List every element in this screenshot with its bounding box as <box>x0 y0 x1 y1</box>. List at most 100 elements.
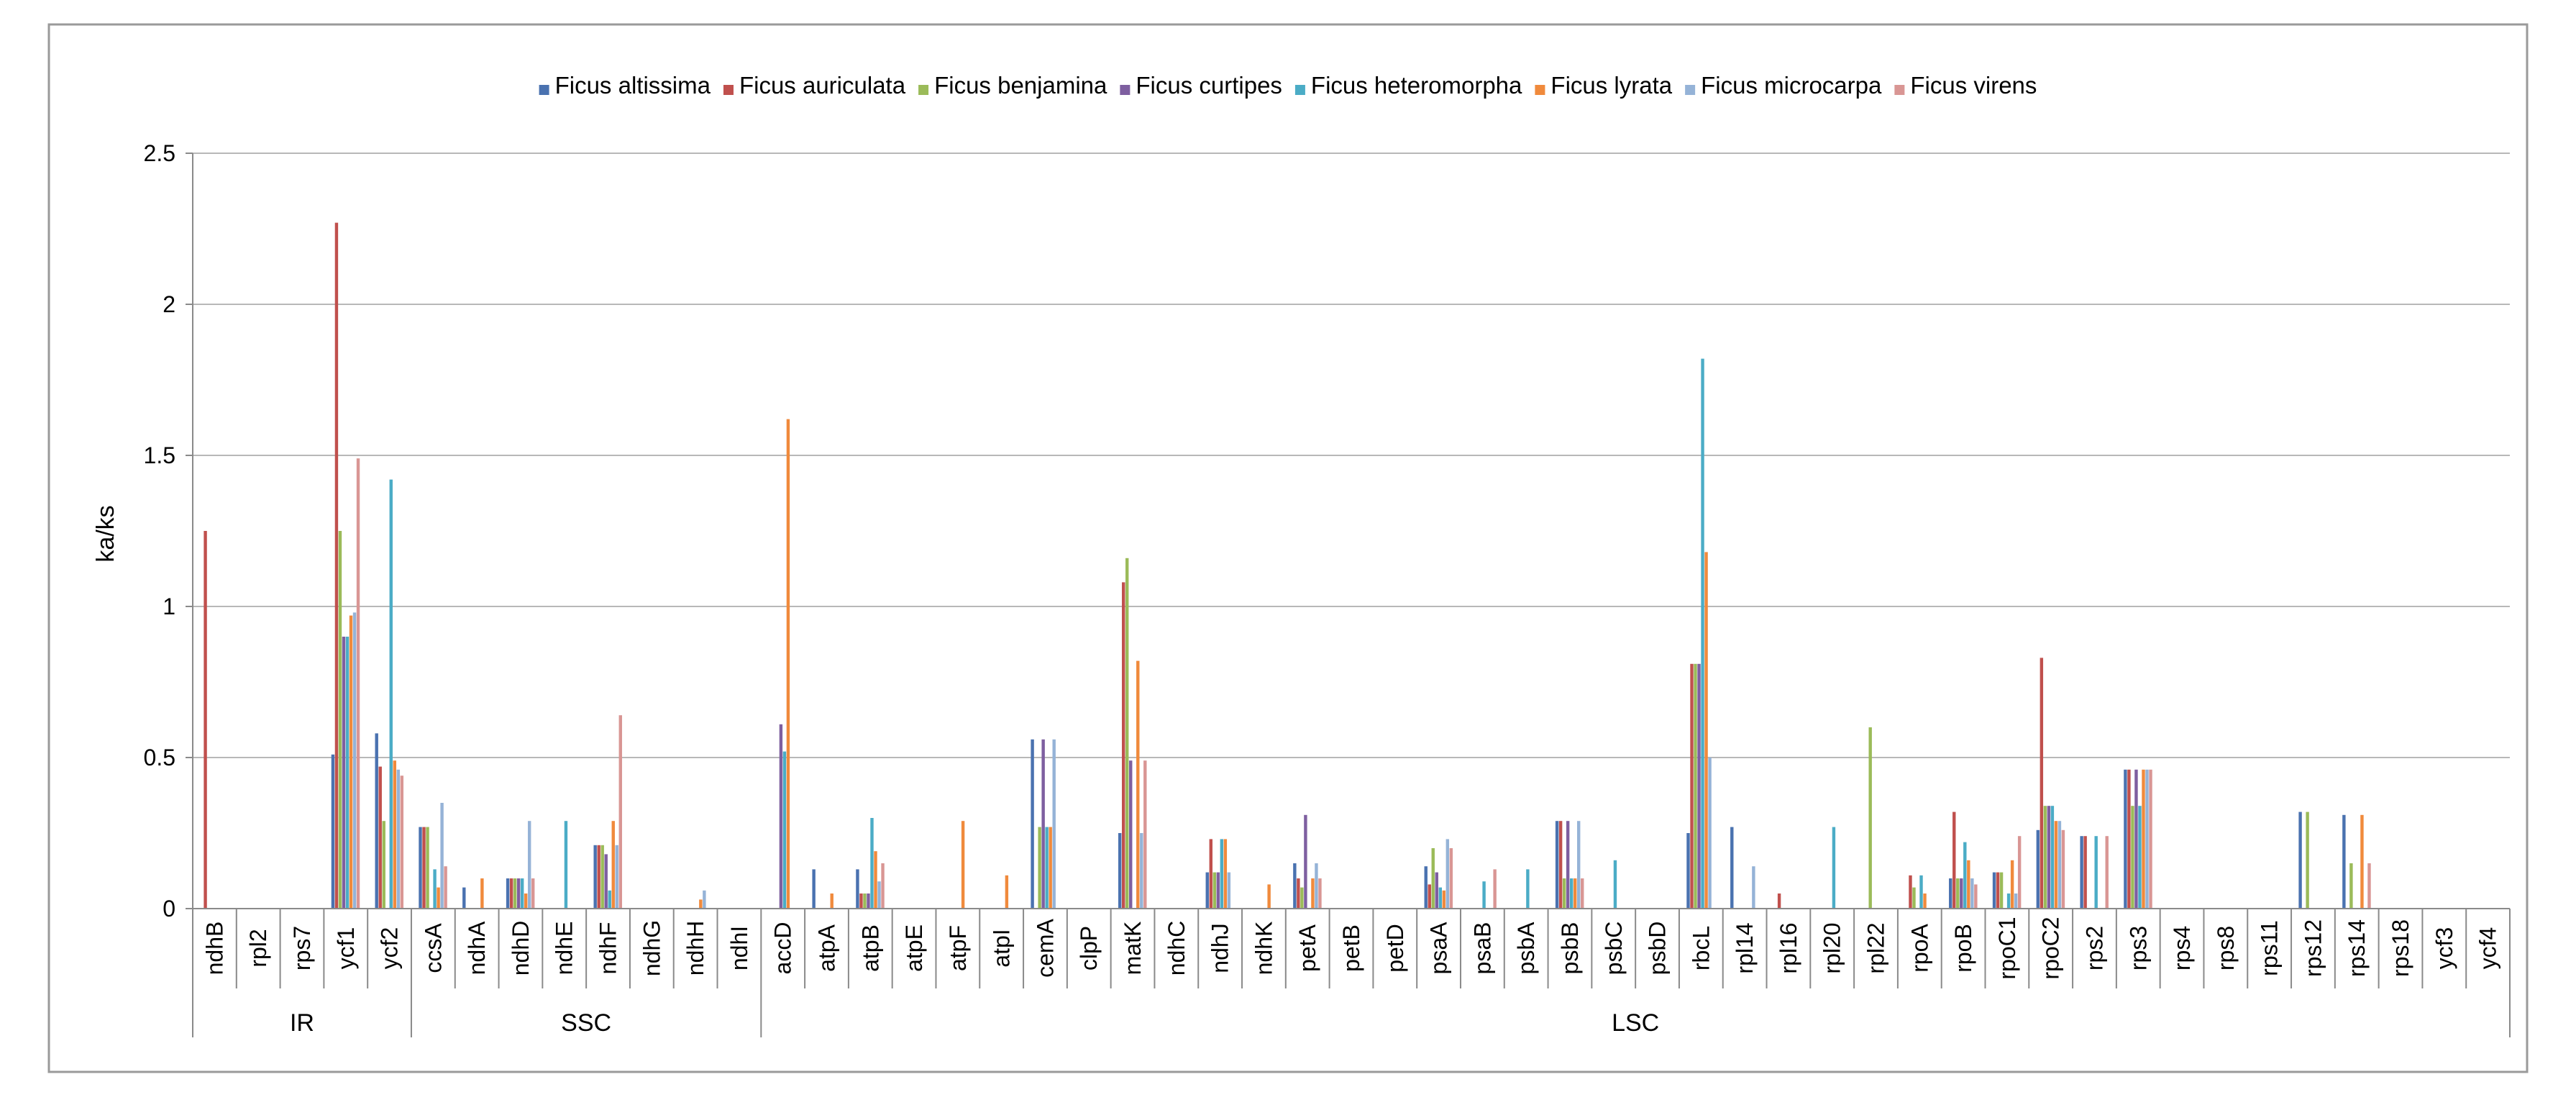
x-category-label: ycf4 <box>2475 927 2501 970</box>
x-category-label: ccsA <box>420 923 446 973</box>
x-category-label: clpP <box>1076 926 1102 970</box>
bar <box>699 899 703 909</box>
bar <box>1304 814 1307 909</box>
x-axis-groups: IR SSC LSC <box>192 988 2511 1037</box>
bar <box>2050 806 2055 909</box>
x-category-label: rpl20 <box>1819 922 1845 973</box>
bar <box>856 869 859 909</box>
bar <box>1431 848 1435 909</box>
legend-item: Ficus curtipes <box>1120 72 1282 99</box>
bar <box>1558 821 1563 909</box>
bar <box>2367 863 2371 909</box>
x-category-label: atpE <box>901 924 927 972</box>
x-category-label: rps14 <box>2344 919 2370 977</box>
legend-swatch <box>1294 85 1305 95</box>
x-category-label: petD <box>1382 924 1408 973</box>
bar <box>1868 727 1872 909</box>
bar <box>2054 821 2058 909</box>
gridlines <box>193 153 2510 758</box>
bar <box>1424 866 1428 909</box>
bar <box>1223 839 1228 909</box>
bar <box>1919 875 1923 909</box>
bars <box>204 222 2371 909</box>
bar <box>1140 833 1143 909</box>
bar <box>2124 769 2127 909</box>
bar <box>1118 833 1122 909</box>
x-category-label: rpoB <box>1950 924 1976 973</box>
x-category-label: rps18 <box>2388 919 2413 977</box>
x-group-label: LSC <box>1612 1009 1659 1037</box>
bar <box>1566 821 1570 909</box>
bar <box>1970 878 1974 909</box>
legend-swatch <box>918 85 929 95</box>
bar <box>1912 887 1916 909</box>
bar <box>2131 806 2134 909</box>
bar <box>1999 872 2004 909</box>
bar <box>1686 833 1690 909</box>
bar <box>564 821 568 909</box>
bar <box>393 760 396 909</box>
bar <box>1121 582 1125 909</box>
x-category-label: petA <box>1294 924 1320 971</box>
bar <box>334 222 339 909</box>
bar <box>516 878 521 909</box>
bar <box>2061 829 2065 909</box>
bar <box>1704 552 1708 909</box>
series-ficus-microcarpa <box>352 612 2149 909</box>
bar <box>444 866 447 909</box>
bar <box>2094 836 2098 909</box>
bar <box>1569 878 1574 909</box>
bar <box>867 893 870 909</box>
legend-label: Ficus curtipes <box>1136 72 1282 99</box>
series-ficus-heteromorpha <box>345 358 2142 909</box>
bar <box>2342 814 2346 909</box>
y-tick-label: 1.5 <box>144 442 175 468</box>
x-category-label: rpl22 <box>1863 922 1889 973</box>
bar <box>1963 842 1967 909</box>
bar <box>524 893 528 909</box>
bar <box>1136 660 1140 909</box>
x-category-label: atpA <box>813 924 839 971</box>
legend-swatch <box>1894 85 1905 95</box>
bar <box>462 887 466 909</box>
bar <box>874 851 877 909</box>
bar <box>863 893 867 909</box>
bar <box>877 881 881 909</box>
bar <box>615 845 618 909</box>
bar <box>1562 878 1566 909</box>
bar <box>1967 860 1970 909</box>
legend-item: Ficus benjamina <box>918 72 1107 99</box>
bar <box>2298 811 2302 909</box>
x-category-label: ycf3 <box>2431 927 2457 970</box>
x-category-label: psaB <box>1469 922 1495 975</box>
y-tick-label: 2.5 <box>144 140 175 166</box>
legend-label: Ficus heteromorpha <box>1311 72 1522 99</box>
bar <box>2142 769 2145 909</box>
x-category-label: ndhA <box>464 921 490 975</box>
bar <box>338 531 342 909</box>
bar <box>345 637 350 909</box>
x-category-label: rps7 <box>289 926 315 970</box>
bar <box>597 845 600 909</box>
bar <box>611 821 615 909</box>
bar <box>1613 860 1617 909</box>
bar <box>1482 881 1486 909</box>
bar <box>2360 814 2364 909</box>
x-category-label: psbD <box>1645 922 1671 976</box>
legend-swatch <box>1120 85 1131 95</box>
bar <box>1435 872 1438 909</box>
bar <box>1041 739 1045 909</box>
legend-item: Ficus microcarpa <box>1685 72 1882 99</box>
x-axis-category-labels: ndhB rpl2 rps7 ycf1 ycf2 ccsA ndhA ndhD ndhE ndhF… <box>201 917 2500 979</box>
bar <box>1297 878 1300 909</box>
bar <box>703 890 706 909</box>
x-category-label: ndhH <box>682 921 708 976</box>
bar <box>1209 839 1212 909</box>
bar <box>2349 863 2353 909</box>
bar <box>1690 663 1694 909</box>
bar <box>356 458 360 909</box>
x-category-label: rpl2 <box>245 929 271 967</box>
bar <box>2017 836 2022 909</box>
bar <box>1143 760 1147 909</box>
